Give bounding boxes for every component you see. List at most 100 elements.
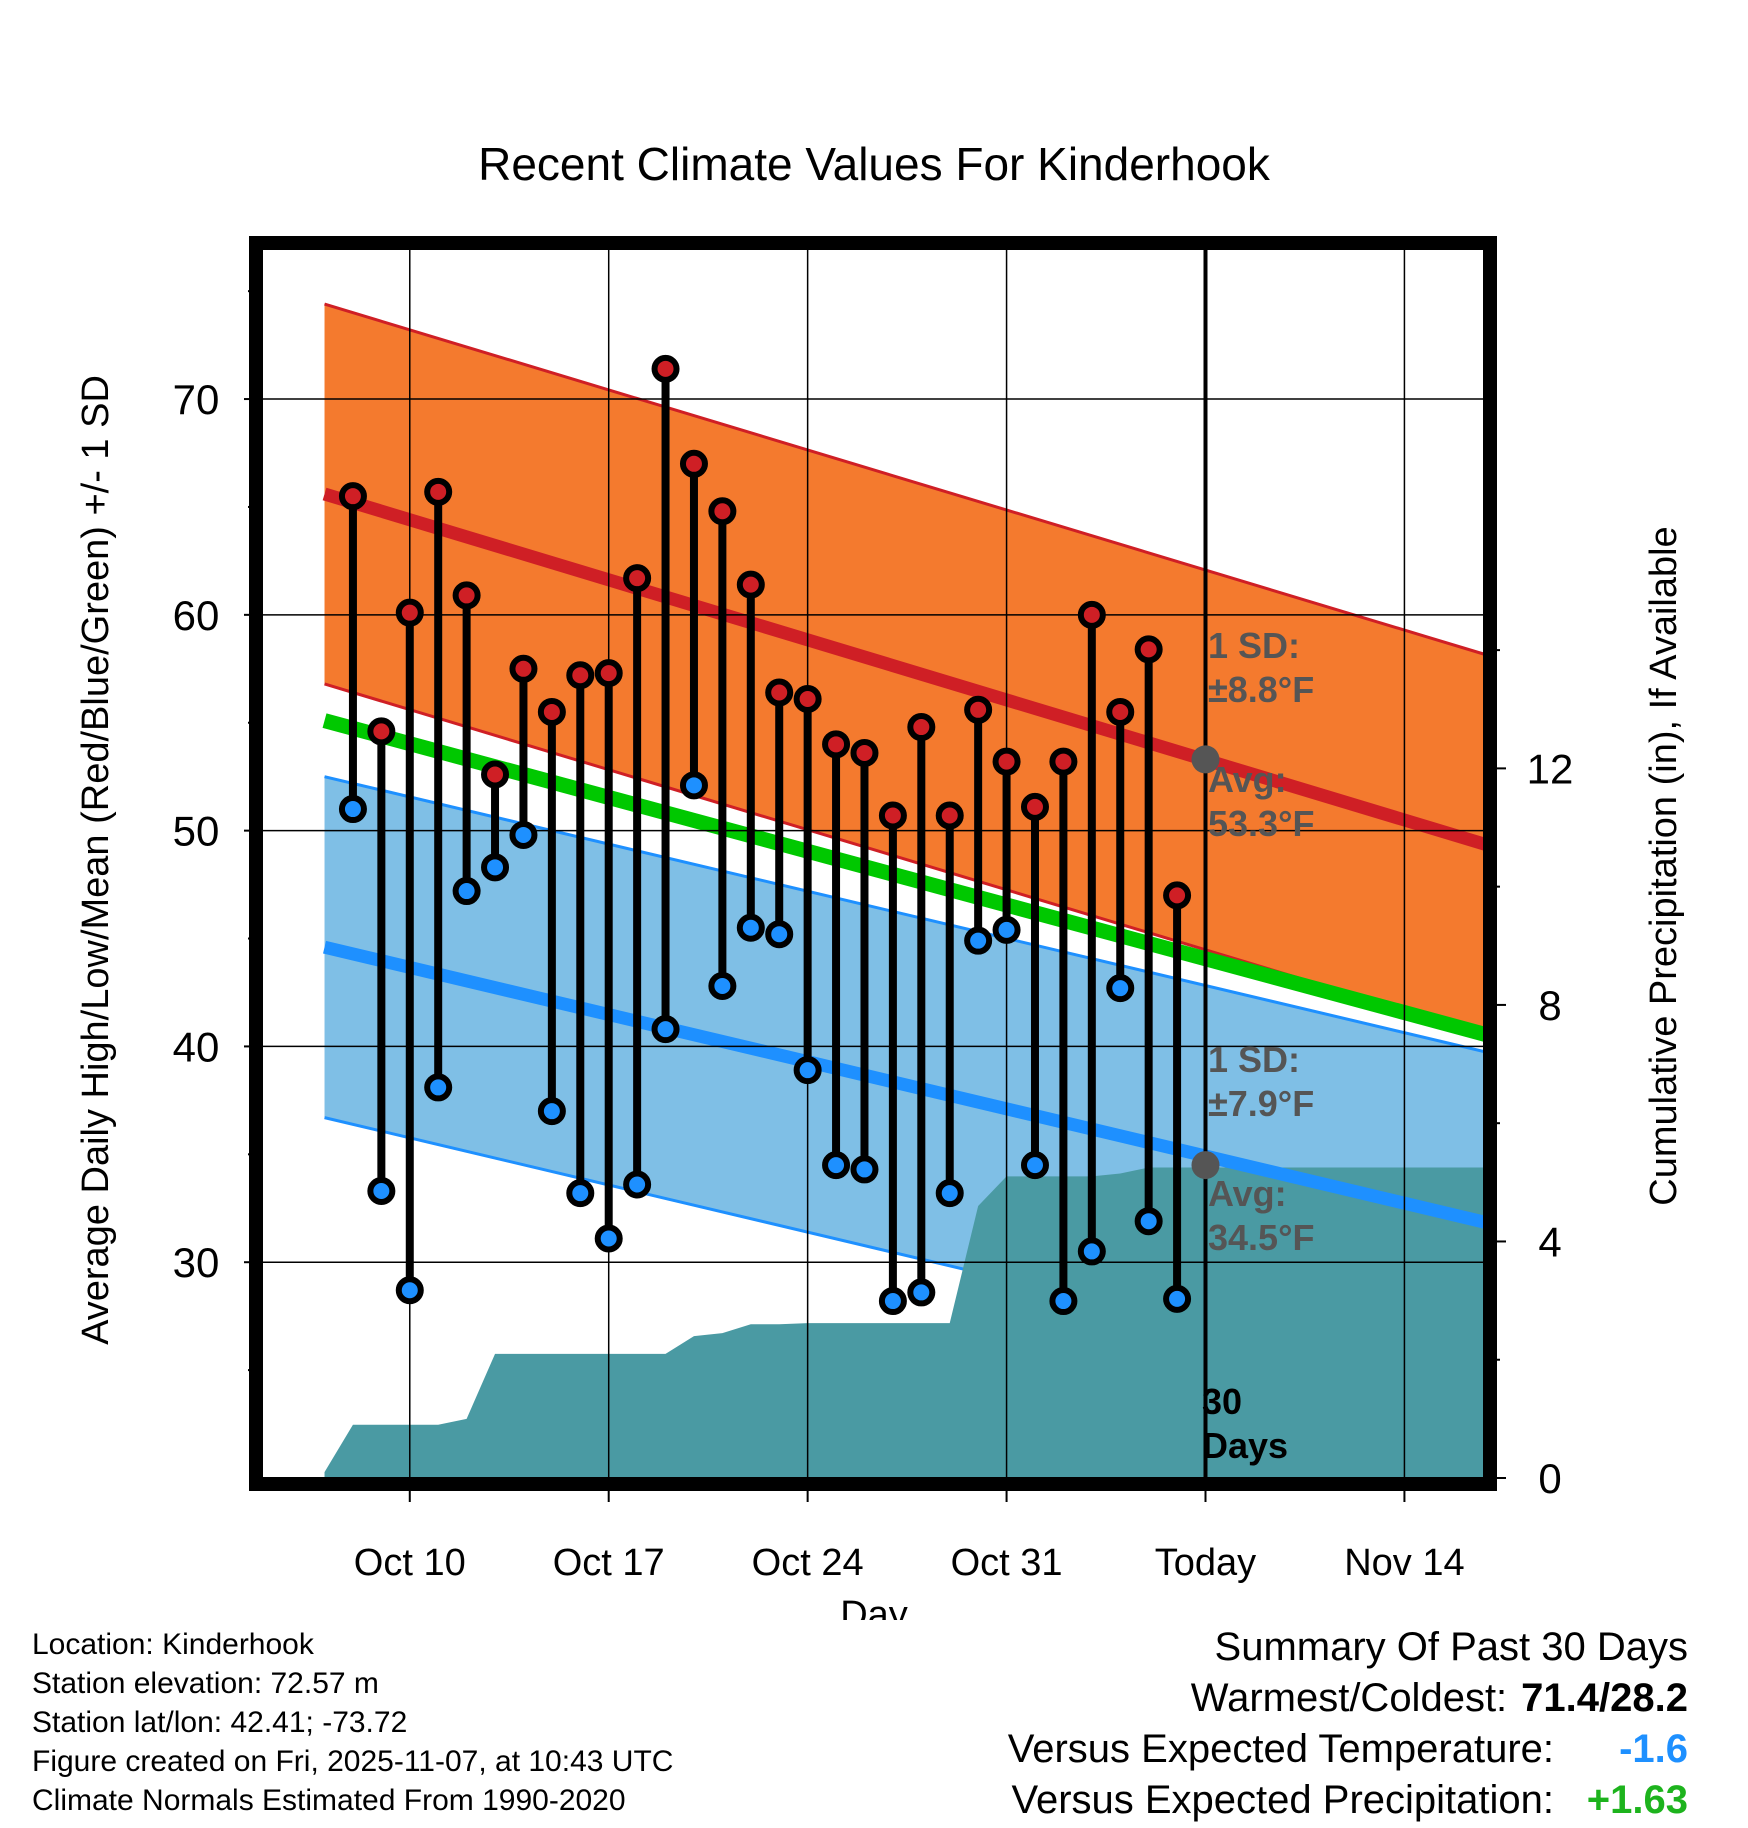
- high-sd-band-upper-edge: [324, 302, 1484, 656]
- station-info: Location: Kinderhook Station elevation: …: [32, 1625, 673, 1820]
- x-tick-label: Oct 31: [951, 1542, 1063, 1584]
- daily-high-point: [878, 801, 907, 830]
- days-count: 30: [1202, 1381, 1242, 1422]
- precip-anomaly-value: +1.63: [1586, 1778, 1688, 1822]
- daily-high-point: [708, 497, 737, 526]
- daily-high-point: [338, 482, 367, 511]
- daily-low-point: [509, 820, 538, 849]
- daily-high-point: [992, 747, 1021, 776]
- daily-low-point: [1049, 1287, 1078, 1316]
- daily-high-point: [736, 570, 765, 599]
- daily-high-point: [679, 449, 708, 478]
- daily-high-point: [594, 659, 623, 688]
- y-tick-label: 40: [173, 1023, 220, 1070]
- location-text: Location: Kinderhook: [32, 1628, 314, 1661]
- daily-low-point: [964, 926, 993, 955]
- low-avg-value: 34.5°F: [1208, 1217, 1314, 1258]
- precip-tick-label: 8: [1538, 982, 1561, 1029]
- daily-low-point: [708, 972, 737, 1000]
- low-sd-label: 1 SD:: [1208, 1039, 1300, 1080]
- daily-high-point: [509, 654, 538, 683]
- daily-low-point: [765, 920, 794, 949]
- high-avg-value: 53.3°F: [1208, 803, 1314, 844]
- daily-high-point: [1106, 697, 1135, 726]
- daily-low-point: [679, 771, 708, 800]
- daily-low-point: [736, 913, 765, 942]
- days-label: Days: [1202, 1425, 1288, 1466]
- daily-high-point: [822, 730, 851, 759]
- mean-avg-line: [322, 713, 1484, 1042]
- daily-low-point: [338, 795, 367, 824]
- precip-anomaly-label: Versus Expected Precipitation:: [1011, 1778, 1554, 1822]
- daily-high-point: [964, 695, 993, 724]
- daily-low-point: [850, 1155, 879, 1184]
- high-avg-label: Avg:: [1208, 759, 1287, 800]
- plot-frame: [249, 236, 1497, 1491]
- x-tick-label: Oct 17: [553, 1542, 665, 1584]
- x-tick-label: Today: [1155, 1542, 1256, 1584]
- latlon-text: Station lat/lon: 42.41; -73.72: [32, 1706, 408, 1739]
- daily-high-point: [1134, 635, 1163, 664]
- x-tick-label: Oct 10: [354, 1542, 466, 1584]
- daily-low-point: [1134, 1207, 1163, 1236]
- daily-low-point: [793, 1056, 822, 1085]
- x-axis-label: Day: [840, 1594, 908, 1620]
- daily-high-point: [566, 661, 595, 690]
- daily-high-point: [935, 801, 964, 830]
- y-tick-label: 50: [173, 808, 220, 855]
- elevation-text: Station elevation: 72.57 m: [32, 1667, 379, 1700]
- daily-low-point: [395, 1276, 424, 1305]
- high-sd-label: 1 SD:: [1208, 625, 1300, 666]
- temp-anomaly-value: -1.6: [1619, 1727, 1688, 1771]
- climate-chart: Recent Climate Values For Kinderhook 30 4…: [75, 138, 1685, 1620]
- daily-low-point: [1106, 974, 1135, 1003]
- precip-tick-label: 12: [1527, 745, 1574, 792]
- low-sd-value: ±7.9°F: [1208, 1083, 1314, 1124]
- daily-low-point: [822, 1151, 851, 1180]
- low-avg-line: [323, 940, 1484, 1229]
- daily-low-point: [992, 915, 1021, 944]
- y-axis-label-left: Average Daily High/Low/Mean (Red/Blue/Gr…: [75, 375, 117, 1345]
- daily-high-point: [452, 581, 481, 610]
- daily-high-point: [793, 685, 822, 713]
- daily-low-point: [651, 1015, 680, 1044]
- daily-low-point: [935, 1179, 964, 1208]
- x-tick-label: Oct 24: [752, 1542, 864, 1584]
- daily-low-point: [566, 1179, 595, 1208]
- daily-high-point: [623, 564, 652, 593]
- x-tick-label: Nov 14: [1344, 1542, 1464, 1584]
- daily-low-point: [481, 853, 510, 882]
- daily-high-point: [765, 678, 794, 707]
- daily-high-point: [395, 598, 424, 627]
- summary-temp-row: Versus Expected Temperature: -1.6: [1008, 1724, 1688, 1775]
- warmest-label: Warmest/Coldest:: [1190, 1676, 1508, 1720]
- precip-tick-label: 4: [1538, 1218, 1561, 1265]
- normals-text: Climate Normals Estimated From 1990-2020: [32, 1784, 626, 1817]
- today-high-avg-marker: [1191, 745, 1220, 774]
- y-axis-label-right: Cumulative Precipitation (in), If Availa…: [1643, 526, 1685, 1205]
- daily-low-point: [1077, 1237, 1106, 1266]
- warmest-value: 71.4/28.2: [1521, 1676, 1688, 1720]
- daily-low-point: [424, 1073, 453, 1102]
- precip-area: [324, 1167, 1484, 1478]
- daily-low-point: [594, 1224, 623, 1253]
- daily-high-point: [1077, 600, 1106, 629]
- daily-high-point: [1020, 792, 1049, 821]
- temp-anomaly-label: Versus Expected Temperature:: [1007, 1727, 1554, 1771]
- daily-low-point: [537, 1097, 566, 1126]
- daily-high-point: [1049, 747, 1078, 776]
- summary-warmest-row: Warmest/Coldest: 71.4/28.2: [1008, 1673, 1688, 1724]
- summary-heading: Summary Of Past 30 Days: [1214, 1625, 1688, 1669]
- y-tick-label: 70: [173, 376, 220, 423]
- daily-high-point: [651, 354, 680, 383]
- summary-panel: Summary Of Past 30 Days Warmest/Coldest:…: [1008, 1622, 1688, 1826]
- daily-high-point: [907, 713, 936, 742]
- summary-precip-row: Versus Expected Precipitation: +1.63: [1008, 1775, 1688, 1826]
- high-sd-value: ±8.8°F: [1208, 669, 1314, 710]
- daily-high-point: [481, 760, 510, 789]
- daily-low-point: [367, 1177, 396, 1205]
- high-avg-line: [322, 487, 1484, 851]
- precip-tick-label: 0: [1538, 1455, 1561, 1502]
- daily-high-point: [537, 697, 566, 726]
- y-tick-label: 30: [173, 1239, 220, 1286]
